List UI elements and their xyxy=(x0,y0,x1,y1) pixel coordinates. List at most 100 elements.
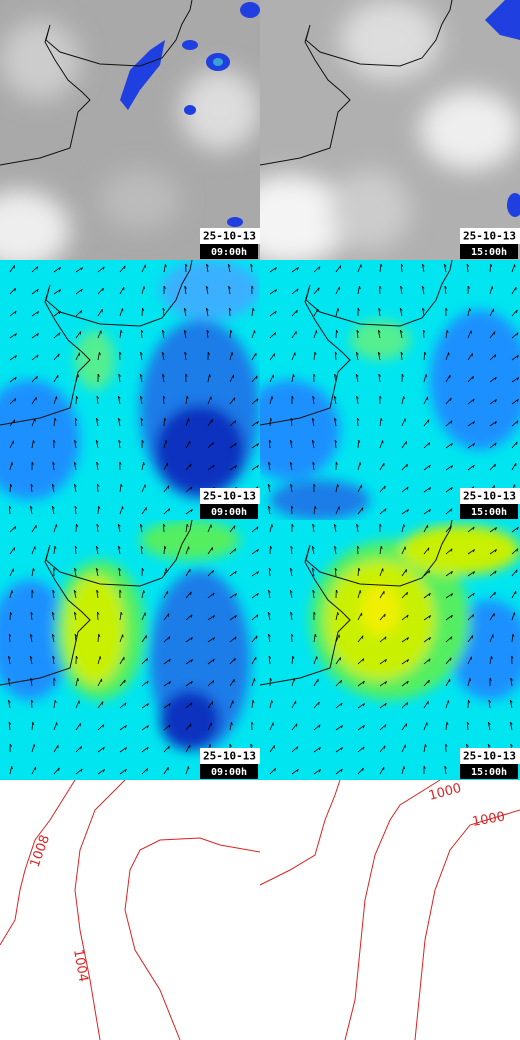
wind-arrow-head xyxy=(444,285,447,289)
wind-arrow xyxy=(401,486,409,493)
wind-arrow xyxy=(511,590,517,599)
date-box xyxy=(200,748,260,764)
wind-arrow xyxy=(73,590,77,599)
wind-arrow xyxy=(31,721,34,731)
date-label: 25-10-13 xyxy=(203,230,256,243)
wind-arrow-head xyxy=(428,658,431,662)
wind-arrow xyxy=(423,329,425,339)
wind-arrow-head xyxy=(268,589,271,593)
wind-arrow-head xyxy=(311,439,315,443)
wind-arrow xyxy=(251,443,259,449)
wind-arrow-head xyxy=(274,768,276,772)
wind-arrow xyxy=(313,287,320,295)
wind-arrow xyxy=(163,681,171,687)
wind-arrow xyxy=(489,421,497,427)
wind-arrow-head xyxy=(168,508,171,512)
wind-arrow-head xyxy=(289,589,293,593)
wind-arrow xyxy=(445,700,449,709)
wind-arrow-head xyxy=(163,395,166,399)
wind-arrow xyxy=(401,546,406,555)
wind-arrow-head xyxy=(234,593,237,597)
wind-arrow xyxy=(229,570,237,577)
date-box xyxy=(200,228,260,244)
wind-arrow xyxy=(207,592,215,599)
wind-arrow-head xyxy=(161,351,165,355)
wind-arrow xyxy=(8,505,11,515)
wind-arrow xyxy=(139,374,143,383)
wind-arrow xyxy=(229,593,237,599)
wind-arrow-head xyxy=(234,442,237,447)
wind-arrow-head xyxy=(356,523,359,527)
wind-arrow-head xyxy=(256,635,258,639)
wind-arrow-head xyxy=(96,395,100,399)
wind-arrow-head xyxy=(95,567,99,571)
wind-arrow-head xyxy=(190,463,192,467)
wind-arrow-head xyxy=(313,611,316,615)
wind-arrow-head xyxy=(52,589,55,593)
wind-arrow xyxy=(53,722,58,731)
wind-arrow xyxy=(423,615,431,621)
wind-arrow xyxy=(185,486,193,493)
wind-arrow xyxy=(207,524,212,533)
wind-arrow-head xyxy=(466,743,469,747)
wind-arrow xyxy=(489,613,495,621)
wind-arrow xyxy=(401,418,406,427)
wind-arrow-head xyxy=(469,678,472,682)
wind-arrow xyxy=(489,376,497,383)
wind-arrow xyxy=(400,263,403,273)
wind-arrow xyxy=(185,418,189,427)
wind-arrow xyxy=(379,440,383,449)
wind-arrow-head xyxy=(516,441,518,445)
wind-arrow-head xyxy=(76,395,79,399)
wind-arrow xyxy=(119,634,124,643)
timestamp: 25-10-13 09:00h xyxy=(200,488,260,519)
isobar-label: 1008 xyxy=(28,833,53,869)
wind-arrow-head xyxy=(296,267,299,271)
wind-arrow-head xyxy=(58,767,60,771)
wind-arrow xyxy=(269,745,275,753)
wind-arrow xyxy=(333,524,337,533)
wind-arrow-head xyxy=(185,373,188,377)
wind-arrow-head xyxy=(141,567,144,571)
wind-arrow-head xyxy=(80,267,83,271)
wind-arrow-head xyxy=(406,659,409,663)
wind-arrow-head xyxy=(162,307,166,311)
wind-arrow-head xyxy=(318,287,320,291)
wind-arrow-head xyxy=(140,417,144,421)
wind-arrow xyxy=(9,419,16,427)
date-box xyxy=(200,488,260,504)
wind-arrow xyxy=(185,680,193,687)
wind-arrow-head xyxy=(165,440,168,444)
wind-arrow-head xyxy=(312,589,315,593)
wind-arrow xyxy=(75,745,82,753)
wind-arrow-head xyxy=(80,310,83,314)
wind-arrow xyxy=(445,374,451,383)
wind-arrow-head xyxy=(313,373,316,377)
wind-arrow xyxy=(511,286,517,295)
wind-arrow xyxy=(268,590,271,599)
wind-arrow xyxy=(185,636,193,643)
wind-arrow xyxy=(51,612,55,621)
wind-arrow xyxy=(119,612,122,621)
wind-arrow xyxy=(291,700,297,709)
wind-arrow xyxy=(229,352,233,361)
wind-arrow-head xyxy=(472,571,475,575)
wind-arrow xyxy=(268,439,271,449)
wind-arrow xyxy=(313,352,316,361)
wind-arrow-head xyxy=(74,505,78,509)
wind-arrow xyxy=(268,656,271,665)
wind-arrow-head xyxy=(118,567,121,571)
wind-arrow-head xyxy=(190,681,193,685)
wind-arrow xyxy=(467,549,475,555)
wind-arrow xyxy=(117,546,121,555)
wind-arrow-head xyxy=(74,545,78,549)
wind-arrow xyxy=(75,331,82,339)
wind-arrow xyxy=(311,440,315,449)
wind-arrow xyxy=(511,264,515,273)
wind-arrow xyxy=(229,657,236,665)
wind-arrow-head xyxy=(33,440,35,444)
wind-arrow xyxy=(379,590,385,599)
wind-arrow-head xyxy=(428,637,431,641)
date-box xyxy=(460,748,520,764)
wind-arrow-head xyxy=(357,545,360,549)
